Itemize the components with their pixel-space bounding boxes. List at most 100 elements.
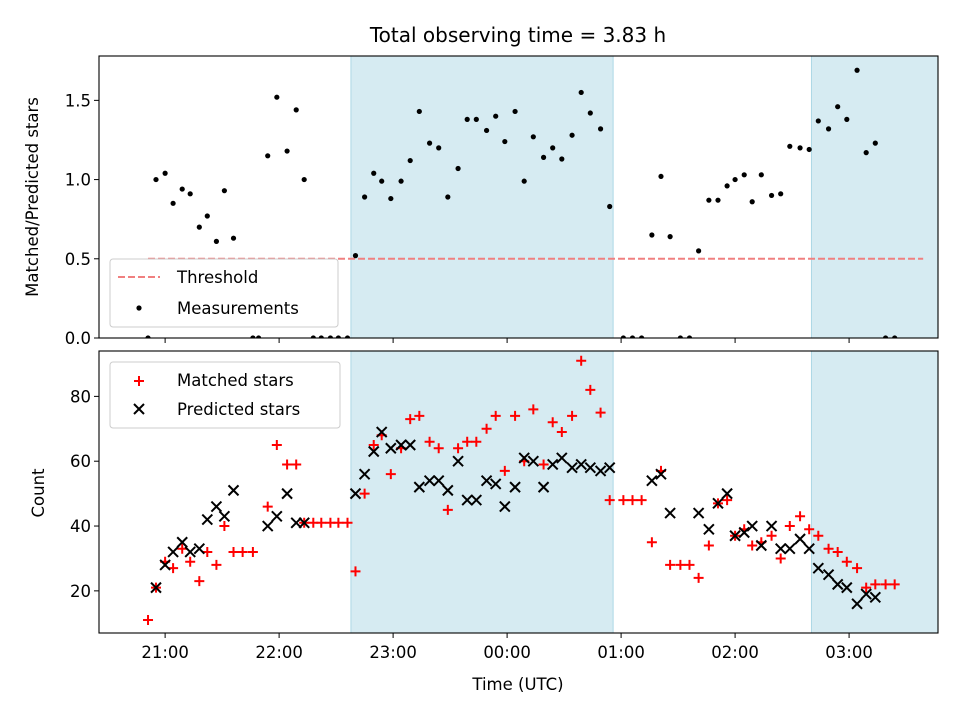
measurement-point <box>749 199 755 205</box>
measurement-point <box>250 335 256 338</box>
predicted-star-point <box>527 455 540 467</box>
predicted-star-point <box>413 481 426 493</box>
predicted-star-point <box>738 526 750 539</box>
predicted-star-point <box>584 461 597 474</box>
predicted-star-point <box>298 517 310 529</box>
y-tick-label: 1.0 <box>65 171 91 190</box>
matched-star-point <box>852 563 863 574</box>
predicted-star-point <box>509 481 521 493</box>
predicted-star-point <box>831 578 844 591</box>
measurement-point <box>153 176 159 183</box>
measurement-point <box>473 116 479 122</box>
y-tick-label: 1.5 <box>65 91 91 110</box>
matched-star-point <box>813 530 824 541</box>
matched-star-point <box>228 546 239 557</box>
measurement-point <box>597 126 604 132</box>
measurement-point <box>559 156 565 162</box>
legend-measurement-swatch <box>136 305 142 311</box>
measurement-point <box>521 178 527 184</box>
matched-star-point <box>703 540 714 551</box>
observing-window-1 <box>350 56 614 338</box>
matched-star-point <box>784 521 795 532</box>
x-tick-label: 00:00 <box>483 643 531 662</box>
predicted-star-point <box>746 520 758 532</box>
y-tick-label: 0.0 <box>65 329 91 348</box>
measurement-point <box>872 140 878 146</box>
measurement-point <box>483 127 490 134</box>
observing-window-2 <box>811 351 938 633</box>
matched-star-point <box>547 417 558 428</box>
legend-predicted-label: Predicted stars <box>177 400 300 419</box>
predicted-star-point <box>176 536 188 548</box>
matched-star-point <box>453 443 464 454</box>
measurement-point <box>677 335 683 338</box>
measurement-point <box>362 194 368 200</box>
measurement-point <box>284 148 290 154</box>
matched-star-point <box>424 436 435 447</box>
measurement-point <box>639 335 645 338</box>
matched-star-point <box>316 517 327 528</box>
matched-star-point <box>766 530 777 541</box>
predicted-star-point <box>210 500 223 513</box>
matched-star-point <box>237 546 248 557</box>
matched-star-point <box>604 495 615 506</box>
top-panel: 0.0 0.5 1.0 1.5 Threshold Measurements <box>65 55 939 348</box>
measurement-point <box>667 234 673 240</box>
legend-matched-label: Matched stars <box>177 371 294 390</box>
matched-star-point <box>350 566 361 577</box>
y-tick-label: 0.5 <box>65 250 91 269</box>
predicted-star-point <box>167 546 179 558</box>
predicted-star-point <box>480 474 493 487</box>
matched-star-point <box>861 582 872 593</box>
measurement-point <box>416 108 422 115</box>
matched-star-point <box>693 572 704 583</box>
observing-window-1 <box>350 351 614 633</box>
predicted-star-point <box>729 530 741 542</box>
predicted-star-point <box>375 426 388 438</box>
matched-star-point <box>211 559 222 570</box>
measurement-point <box>706 197 712 203</box>
matched-star-point <box>684 559 695 570</box>
measurement-point <box>732 176 738 183</box>
legend-measurement-label: Measurements <box>177 299 299 318</box>
matched-star-point <box>775 553 786 564</box>
predicted-star-point <box>349 487 362 500</box>
measurement-point <box>379 178 385 184</box>
measurement-point <box>464 116 470 122</box>
predicted-star-point <box>227 484 240 497</box>
legend-threshold-label: Threshold <box>176 268 258 287</box>
matched-star-point <box>194 576 205 587</box>
matched-star-point <box>556 427 567 438</box>
predicted-star-point <box>423 474 436 487</box>
matched-star-point <box>433 443 444 454</box>
measurement-point <box>550 145 556 151</box>
predicted-star-point <box>794 533 806 545</box>
measurement-point <box>649 232 655 238</box>
predicted-star-point <box>664 507 676 519</box>
axes-frame <box>98 350 939 634</box>
predicted-star-point <box>262 520 274 532</box>
matched-star-point <box>333 517 344 528</box>
predicted-star-point <box>546 458 559 471</box>
measurement-point <box>587 110 593 116</box>
measurement-point <box>445 194 451 200</box>
predicted-star-point <box>271 510 283 523</box>
chart-title: Total observing time = 3.83 h <box>369 23 666 47</box>
matched-star-point <box>567 410 578 421</box>
predicted-star-point <box>432 474 445 487</box>
predicted-star-point <box>784 543 796 555</box>
measurement-point <box>629 335 636 338</box>
matched-star-point <box>282 459 293 470</box>
measurement-point <box>741 172 747 178</box>
measurement-point <box>686 335 693 338</box>
measurement-point <box>265 153 271 159</box>
matched-star-point <box>499 465 510 476</box>
measurement-point <box>398 178 404 184</box>
measurement-point <box>540 154 547 160</box>
predicted-star-point <box>860 588 872 600</box>
measurement-point <box>778 191 784 197</box>
predicted-star-point <box>721 487 733 500</box>
measurement-point <box>758 172 764 178</box>
measurement-point <box>882 335 889 338</box>
predicted-star-point <box>470 494 483 506</box>
